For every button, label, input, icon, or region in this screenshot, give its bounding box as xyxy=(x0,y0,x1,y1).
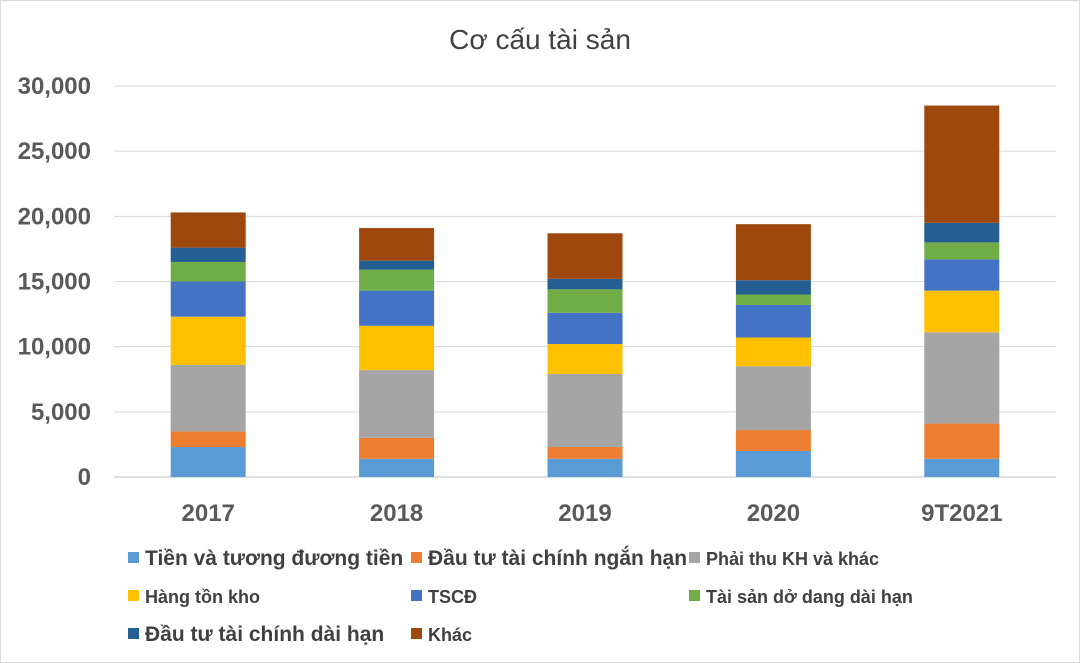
bar-segment xyxy=(170,316,246,365)
bar-segment xyxy=(359,458,435,477)
legend-swatch xyxy=(689,552,700,563)
y-tick-label: 0 xyxy=(78,464,91,491)
x-tick-label: 9T2021 xyxy=(921,500,1002,527)
bar-segment xyxy=(547,344,623,375)
legend-label: Tiền và tương đương tiền xyxy=(145,547,403,570)
bar-segment xyxy=(735,304,811,338)
bar-segment xyxy=(359,228,435,261)
bar-segment xyxy=(735,366,811,431)
legend-label: Đầu tư tài chính ngắn hạn xyxy=(428,546,687,570)
legend-label: Phải thu KH và khác xyxy=(706,549,879,569)
bar-segment xyxy=(170,364,246,432)
legend-label: Tài sản dở dang dài hạn xyxy=(706,587,913,607)
bar-segment xyxy=(547,233,623,279)
bars xyxy=(170,105,1000,477)
x-tick-label: 2020 xyxy=(747,500,800,527)
y-tick-label: 15,000 xyxy=(18,269,91,296)
bar-segment xyxy=(924,242,1000,260)
y-tick-label: 5,000 xyxy=(31,399,91,426)
bar-segment xyxy=(170,247,246,262)
bar-segment xyxy=(359,260,435,270)
x-tick-label: 2017 xyxy=(182,500,235,527)
x-tick-label: 2019 xyxy=(558,500,611,527)
bar-segment xyxy=(924,290,1000,333)
bar-segment xyxy=(547,447,623,459)
legend-swatch xyxy=(411,590,422,601)
bar-segment xyxy=(924,222,1000,243)
legend-swatch xyxy=(689,590,700,601)
bar-segment xyxy=(359,370,435,438)
bar-segment xyxy=(359,269,435,291)
legend-swatch xyxy=(411,552,422,563)
bar-segment xyxy=(924,458,1000,477)
legend: Tiền và tương đương tiền Đầu tư tài chính… xyxy=(128,546,913,646)
bar-segment xyxy=(924,259,1000,291)
y-tick-label: 20,000 xyxy=(18,203,91,230)
bar-segment xyxy=(735,280,811,295)
bar-segment xyxy=(735,337,811,367)
legend-label: Hàng tồn kho xyxy=(145,587,260,607)
y-axis-ticks: 0 5,000 10,000 15,000 20,000 25,000 30,000 xyxy=(18,73,91,491)
x-tick-label: 2018 xyxy=(370,500,423,527)
bar-segment xyxy=(735,294,811,305)
bar-segment xyxy=(547,289,623,313)
legend-label: TSCĐ xyxy=(428,587,477,607)
bar-segment xyxy=(924,423,1000,459)
y-tick-label: 30,000 xyxy=(18,73,91,100)
bar-segment xyxy=(170,447,246,477)
legend-label: Khác xyxy=(428,625,472,645)
bar-segment xyxy=(170,431,246,448)
y-tick-label: 10,000 xyxy=(18,334,91,361)
legend-swatch xyxy=(128,628,139,639)
y-tick-label: 25,000 xyxy=(18,138,91,165)
bar-segment xyxy=(359,290,435,326)
legend-swatch xyxy=(411,628,422,639)
bar-segment xyxy=(547,458,623,477)
bar-segment xyxy=(547,374,623,448)
bar-segment xyxy=(170,261,246,282)
bar-segment xyxy=(735,430,811,451)
bar-segment xyxy=(547,312,623,345)
legend-swatch xyxy=(128,552,139,563)
x-axis-ticks: 2017 2018 2019 2020 9T2021 xyxy=(182,500,1003,527)
bar-segment xyxy=(170,212,246,248)
legend-label: Đầu tư tài chính dài hạn xyxy=(145,623,384,646)
bar-segment xyxy=(359,437,435,459)
bar-segment xyxy=(735,224,811,281)
bar-segment xyxy=(924,105,1000,223)
legend-swatch xyxy=(128,590,139,601)
bar-segment xyxy=(735,450,811,477)
chart-title: Cơ cấu tài sản xyxy=(449,24,631,55)
bar-segment xyxy=(359,325,435,371)
bar-segment xyxy=(170,281,246,317)
bar-segment xyxy=(547,278,623,290)
bar-segment xyxy=(924,332,1000,424)
